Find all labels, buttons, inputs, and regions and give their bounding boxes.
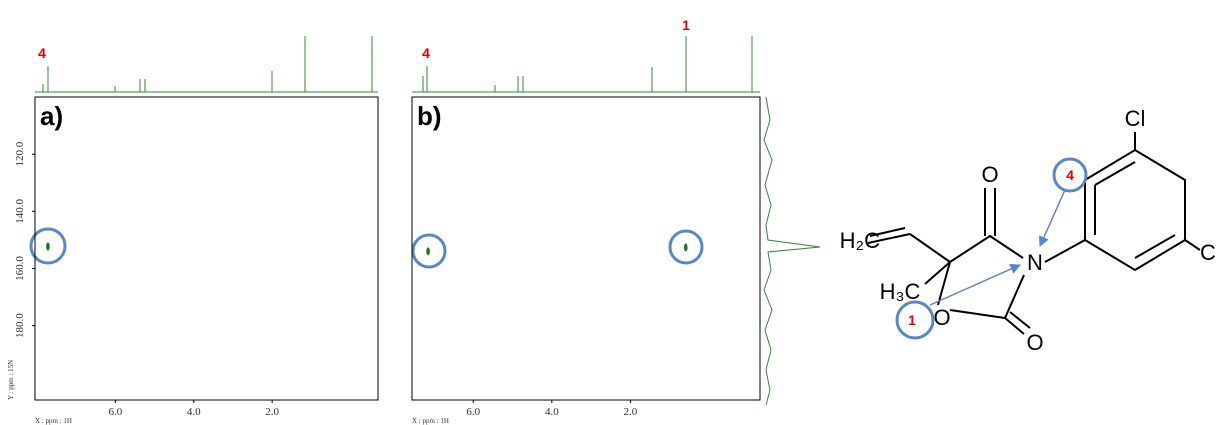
x-axis-label: X : ppm : 1H <box>412 417 449 425</box>
atom-label: O <box>1026 330 1043 355</box>
panel-label: a) <box>40 101 63 131</box>
y-tick-label: 140.0 <box>14 198 26 223</box>
correlation-arrows <box>929 189 1066 306</box>
peak <box>46 242 50 251</box>
plot-frame <box>411 96 761 401</box>
atom-label: Cl <box>1125 106 1146 131</box>
panel-label: b) <box>417 101 442 131</box>
molecule-bonds <box>867 132 1201 335</box>
projection-traces <box>35 36 821 406</box>
x-tick-label: 4.0 <box>545 406 559 418</box>
x-tick-label: 2.0 <box>265 406 279 418</box>
peak-annotation: 1 <box>682 17 690 33</box>
x-tick-label: 6.0 <box>108 406 122 418</box>
peak-annotation: 4 <box>422 45 430 61</box>
molecule-labels: H₂C H₃C O N O O Cl Cl 4 1 <box>840 106 1217 355</box>
peak-annotation: 4 <box>38 45 46 61</box>
atom-label: H₃C <box>880 279 921 304</box>
position-label: 4 <box>1066 167 1074 183</box>
position-label: 1 <box>908 312 916 328</box>
peak <box>683 243 688 252</box>
atom-label: O <box>933 305 950 330</box>
highlight-circles <box>29 227 704 269</box>
y-axis-label: Y : ppm : 15N <box>7 360 15 400</box>
peak <box>426 247 430 256</box>
atom-label: O <box>981 162 998 187</box>
y-tick-label: 160.0 <box>14 256 26 281</box>
y-tick-label: 120.0 <box>14 141 26 166</box>
plot-frame <box>34 96 379 401</box>
y-tick-label: 180.0 <box>14 313 26 338</box>
atom-label: N <box>1027 250 1043 275</box>
label-circles <box>895 157 1088 340</box>
x-tick-label: 2.0 <box>624 406 638 418</box>
atom-label: Cl <box>1200 240 1217 265</box>
x-axis-label: X : ppm : 1H <box>35 417 72 425</box>
x-tick-label: 6.0 <box>466 406 480 418</box>
x-tick-label: 4.0 <box>187 406 201 418</box>
atom-label: H₂C <box>840 228 880 253</box>
